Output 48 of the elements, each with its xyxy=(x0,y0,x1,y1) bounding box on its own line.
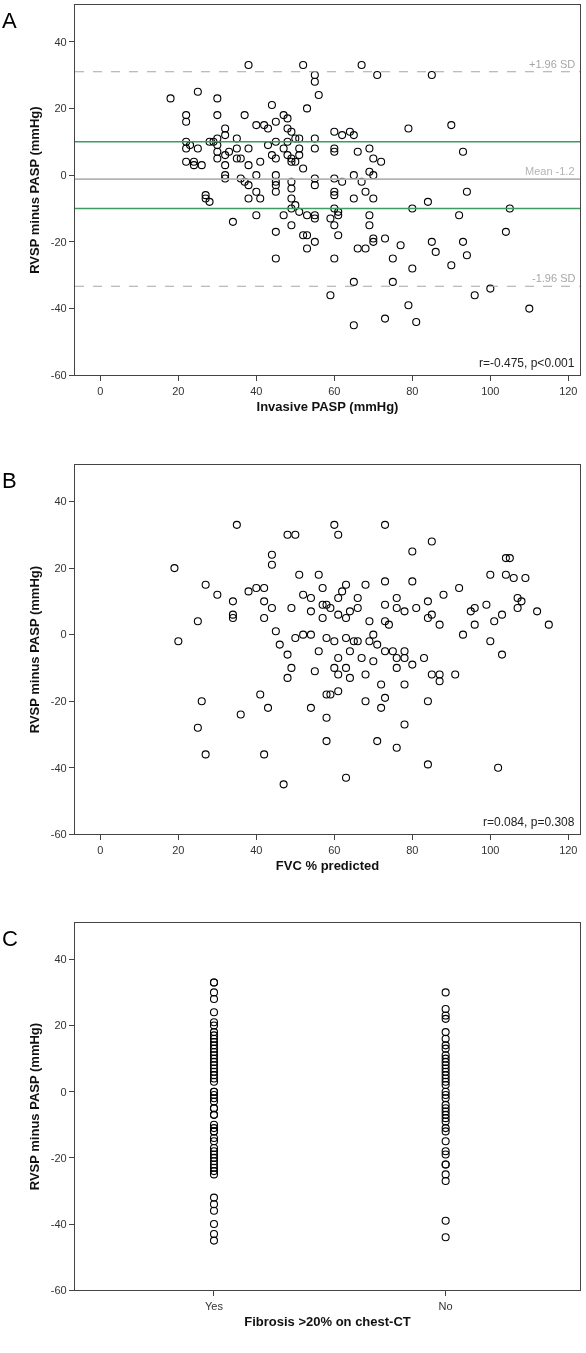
x-axis-title: Fibrosis >20% on chest-CT xyxy=(244,1314,411,1330)
x-axis-title: Invasive PASP (mmHg) xyxy=(256,399,399,415)
y-tick-label: -20 xyxy=(50,235,67,248)
chart-title: C xyxy=(2,926,18,951)
annotation: r=-0.475, p<0.001 xyxy=(479,356,575,370)
ref-line-label: Mean -1.2 xyxy=(525,165,575,177)
y-tick-label: -60 xyxy=(50,369,67,382)
y-axis-title: RVSP minus PASP (mmHg) xyxy=(26,1022,42,1191)
y-tick-label: -40 xyxy=(50,1217,67,1230)
x-tick-label: 20 xyxy=(172,843,185,856)
x-tick-label: No xyxy=(438,1299,453,1312)
chart-title: B xyxy=(2,468,17,493)
x-tick-label: 40 xyxy=(250,843,263,856)
y-axis-title: RVSP minus PASP (mmHg) xyxy=(26,565,42,734)
y-tick-label: -40 xyxy=(50,761,67,774)
x-tick-label: 60 xyxy=(328,384,341,397)
y-tick-label: 40 xyxy=(54,953,67,966)
y-tick-label: 20 xyxy=(54,102,67,115)
x-tick-label: 80 xyxy=(406,384,419,397)
x-tick-label: 100 xyxy=(481,384,500,397)
x-tick-label: 20 xyxy=(172,384,185,397)
chart-title: A xyxy=(2,8,17,33)
y-tick-label: 40 xyxy=(54,495,67,508)
y-tick-label: 40 xyxy=(54,35,67,48)
y-axis-title: RVSP minus PASP (mmHg) xyxy=(26,106,42,274)
x-tick-label: 0 xyxy=(97,843,104,856)
y-tick-label: -60 xyxy=(50,828,67,841)
x-tick-label: 100 xyxy=(481,843,500,856)
ref-line-label: -1.96 SD xyxy=(532,272,576,284)
y-tick-label: 20 xyxy=(54,561,67,574)
x-axis-title: FVC % predicted xyxy=(275,858,380,874)
ref-line-label: +1.96 SD xyxy=(529,58,576,70)
y-tick-label: 0 xyxy=(60,1085,67,1098)
y-tick-label: 0 xyxy=(60,628,67,641)
x-tick-label: 0 xyxy=(97,384,104,397)
x-tick-label: 80 xyxy=(406,843,419,856)
y-tick-label: -60 xyxy=(50,1284,67,1297)
y-tick-label: -20 xyxy=(50,695,67,708)
x-tick-label: 120 xyxy=(559,843,578,856)
x-tick-label: 120 xyxy=(559,384,578,397)
y-tick-label: 0 xyxy=(60,168,67,181)
x-tick-label: 60 xyxy=(328,843,341,856)
y-tick-label: 20 xyxy=(54,1019,67,1032)
y-tick-label: -40 xyxy=(50,302,67,315)
y-tick-label: -20 xyxy=(50,1151,67,1164)
x-tick-label: Yes xyxy=(205,1299,224,1312)
x-tick-label: 40 xyxy=(250,384,263,397)
annotation: r=0.084, p=0.308 xyxy=(483,815,575,829)
